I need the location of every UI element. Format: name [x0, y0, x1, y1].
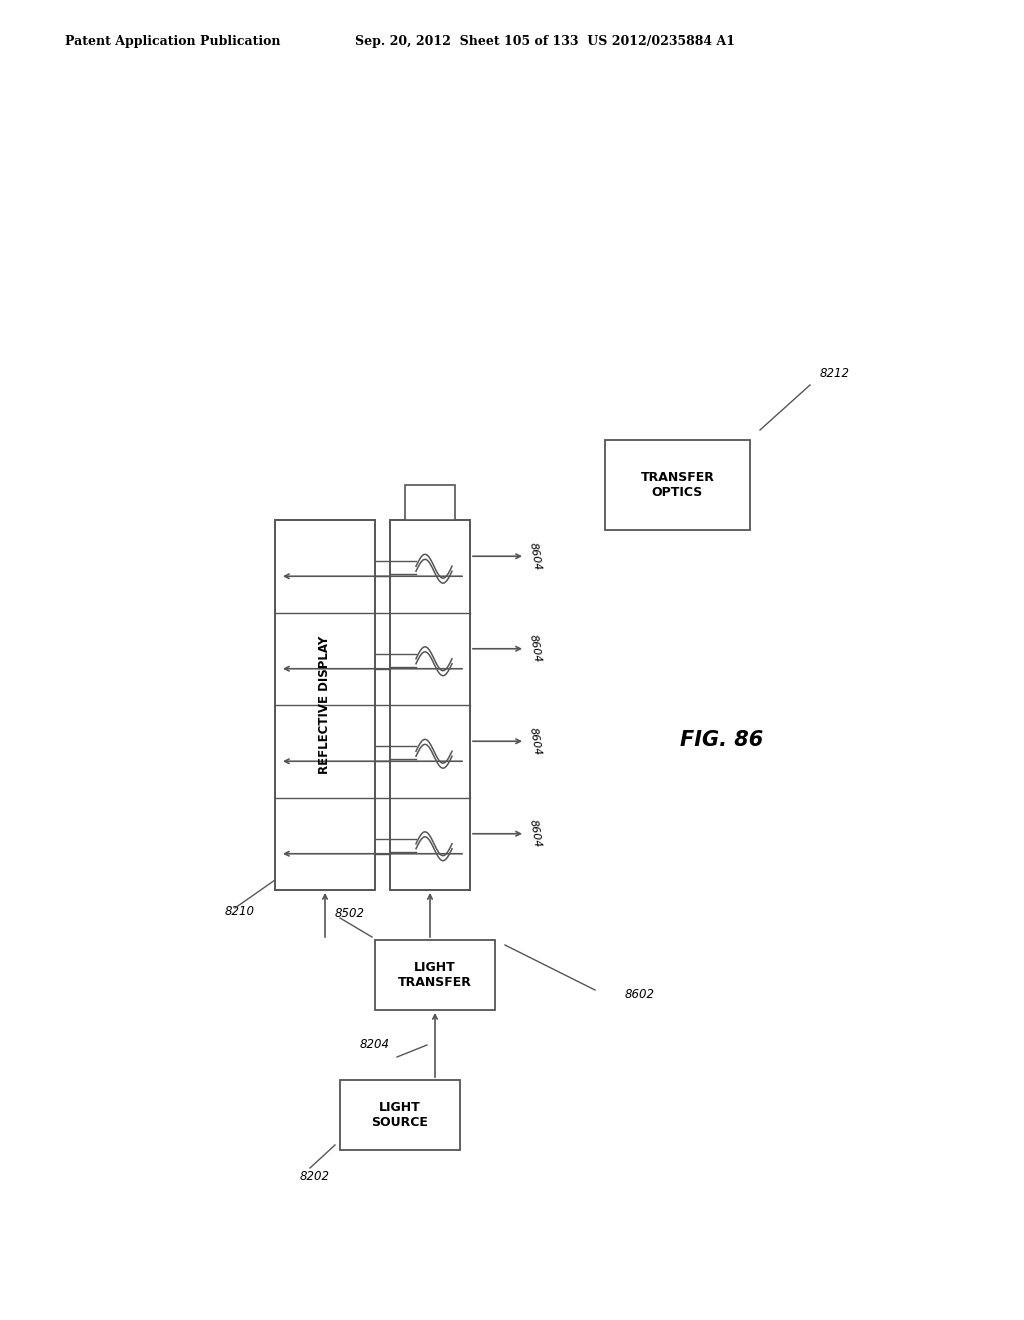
- Text: 8202: 8202: [300, 1170, 330, 1183]
- Text: 8212: 8212: [820, 367, 850, 380]
- Bar: [275, 520, 375, 890]
- Bar: [406, 484, 455, 520]
- Text: 8604: 8604: [528, 818, 543, 849]
- Text: 8210: 8210: [225, 906, 255, 917]
- Text: TRANSFER
OPTICS: TRANSFER OPTICS: [641, 471, 715, 499]
- Text: REFLECTIVE DISPLAY: REFLECTIVE DISPLAY: [318, 636, 332, 774]
- Text: 8604: 8604: [528, 634, 543, 664]
- Text: Sep. 20, 2012  Sheet 105 of 133  US 2012/0235884 A1: Sep. 20, 2012 Sheet 105 of 133 US 2012/0…: [355, 36, 735, 48]
- Bar: [375, 940, 495, 1010]
- Text: LIGHT
SOURCE: LIGHT SOURCE: [372, 1101, 428, 1129]
- Text: 8604: 8604: [528, 726, 543, 756]
- Text: 8502: 8502: [335, 907, 365, 920]
- Bar: [340, 1080, 460, 1150]
- Text: 8604: 8604: [528, 541, 543, 572]
- Bar: [605, 440, 750, 531]
- Text: FIG. 86: FIG. 86: [680, 730, 763, 750]
- Bar: [390, 520, 470, 890]
- Text: LIGHT
TRANSFER: LIGHT TRANSFER: [398, 961, 472, 989]
- Text: Patent Application Publication: Patent Application Publication: [65, 36, 281, 48]
- Text: 8602: 8602: [625, 989, 655, 1002]
- Text: 8204: 8204: [360, 1039, 390, 1052]
